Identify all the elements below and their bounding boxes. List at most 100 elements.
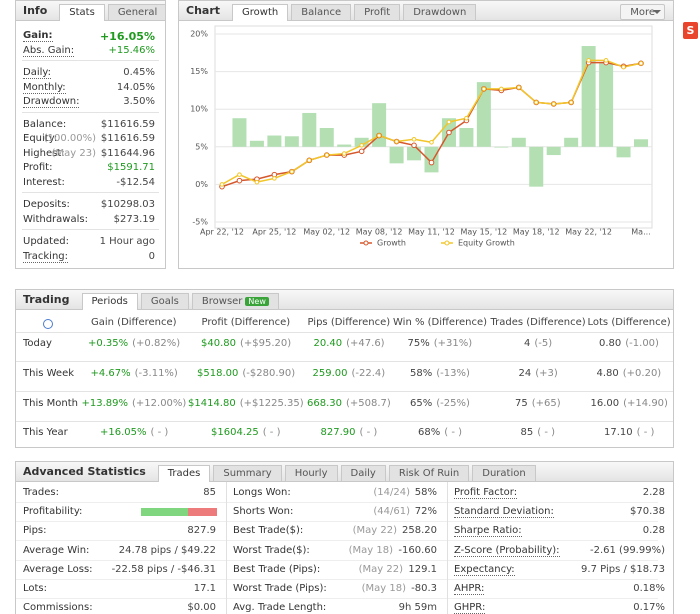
separator	[16, 421, 673, 422]
tab[interactable]: Drawdown	[403, 4, 477, 20]
cell-diff: (-25%)	[436, 398, 470, 409]
cell-value: 827.90	[320, 427, 356, 438]
info-header: Info Stats General	[16, 1, 165, 21]
y-tick-label: -5%	[192, 218, 208, 227]
side-icon[interactable]: S	[683, 22, 698, 39]
point	[621, 64, 626, 70]
bar	[634, 139, 648, 147]
cell-value: 65%	[410, 398, 433, 409]
tab[interactable]: Hourly	[284, 465, 338, 481]
tab[interactable]: Balance	[291, 4, 352, 20]
cell: $1604.25( - )	[211, 427, 281, 438]
cell-diff: ( - )	[359, 427, 378, 438]
stat-label: Standard Deviation:	[454, 506, 554, 519]
stat-value: +15.46%	[108, 44, 155, 56]
point	[551, 101, 557, 107]
tab[interactable]: Summary	[213, 465, 282, 481]
separator	[16, 540, 226, 542]
column-divider	[226, 482, 227, 614]
separator	[16, 598, 226, 599]
cell-diff: (-5)	[534, 338, 553, 349]
tab[interactable]: Browser New	[191, 293, 279, 309]
stat-label: Average Loss:	[23, 563, 93, 575]
stat-note: (May 22)	[358, 563, 403, 575]
stat-label: Avg. Trade Length:	[233, 602, 327, 614]
stat-label: Monthly:	[23, 81, 66, 94]
tab[interactable]: General	[107, 4, 165, 20]
stat-note: (May 18)	[348, 544, 393, 556]
stat-value: 9.7 Pips / $18.73	[581, 563, 665, 575]
cell-value: $1604.25	[211, 427, 259, 438]
cell-diff: (+3)	[535, 368, 558, 379]
bar	[459, 128, 474, 147]
panel-title: Trading	[23, 293, 70, 306]
cell: 85( - )	[521, 427, 556, 438]
point	[499, 86, 504, 92]
bar	[546, 146, 561, 156]
tab[interactable]: Goals	[140, 293, 189, 309]
tab[interactable]: Growth	[232, 4, 289, 21]
point	[533, 100, 539, 105]
stat-note: (14/24)	[373, 487, 410, 498]
cell-diff: (+0.20)	[622, 368, 662, 379]
cell: +13.89% (+12.00%)	[82, 398, 187, 409]
tab[interactable]: Periods	[81, 293, 138, 310]
point	[429, 139, 434, 145]
cell: 65% (-25%)	[410, 398, 470, 409]
cell-diff: (+$1225.35)	[239, 398, 304, 409]
stat-value: 1 Hour ago	[99, 236, 155, 247]
stat-value: 3.50%	[123, 96, 155, 107]
tab[interactable]: Trades	[157, 465, 211, 482]
help-icon[interactable]	[43, 319, 53, 329]
tab[interactable]: Risk Of Ruin	[388, 465, 470, 481]
column-header: Trades (Difference)	[490, 317, 586, 328]
column-divider	[447, 482, 448, 614]
cell: 16.00 (+14.90)	[591, 398, 668, 409]
bar	[284, 136, 299, 147]
tab[interactable]: Stats	[59, 4, 105, 21]
row-label: This Year	[23, 427, 68, 438]
info-panel: Info Stats General Gain: +16.05% Abs. Gain: +1…	[15, 0, 166, 269]
cell-diff: (+$95.20)	[240, 338, 292, 349]
tab[interactable]: Profit	[354, 4, 401, 20]
stat-value: $10298.03	[100, 199, 155, 210]
bar	[249, 140, 264, 147]
stat-value: -$12.54	[116, 176, 155, 188]
stat-label: AHPR:	[454, 583, 485, 595]
stat-note: (May 18)	[361, 583, 406, 594]
separator	[227, 540, 447, 542]
cell: 259.00 (-22.4)	[313, 368, 386, 379]
point	[411, 136, 417, 142]
more-button[interactable]: More	[620, 4, 665, 20]
cell-value: 4	[524, 338, 531, 349]
column-header: Pips (Difference)	[307, 317, 391, 328]
cell-value: $1414.80	[188, 398, 236, 409]
legend-marker	[444, 240, 450, 246]
separator	[16, 332, 673, 333]
tab[interactable]: Duration	[472, 465, 536, 481]
stat-label: Updated:	[23, 236, 69, 247]
cell: +16.05%( - )	[100, 427, 168, 438]
separator	[448, 521, 658, 523]
tab[interactable]: Daily	[340, 465, 386, 481]
point	[464, 115, 469, 121]
dropdown-arrow[interactable]	[653, 10, 661, 14]
panel-title: Info	[23, 4, 48, 17]
point	[394, 139, 399, 144]
point	[358, 148, 365, 155]
cell-value: +0.35%	[88, 338, 129, 349]
stat-note: (44/61)	[373, 506, 410, 518]
stat-label: Profit:	[23, 162, 53, 173]
stat-value: $273.19	[113, 213, 155, 225]
separator	[448, 578, 658, 580]
stat-label: Balance:	[23, 118, 67, 130]
stat-value: 85	[203, 487, 216, 498]
cell-value: 0.80	[599, 338, 622, 349]
bar	[564, 137, 579, 147]
stat-label: Trades:	[23, 487, 59, 498]
y-tick-label: 0%	[195, 180, 208, 189]
separator	[448, 598, 658, 599]
row-label: This Week	[23, 368, 75, 379]
cell-diff: (+47.6)	[346, 338, 385, 349]
